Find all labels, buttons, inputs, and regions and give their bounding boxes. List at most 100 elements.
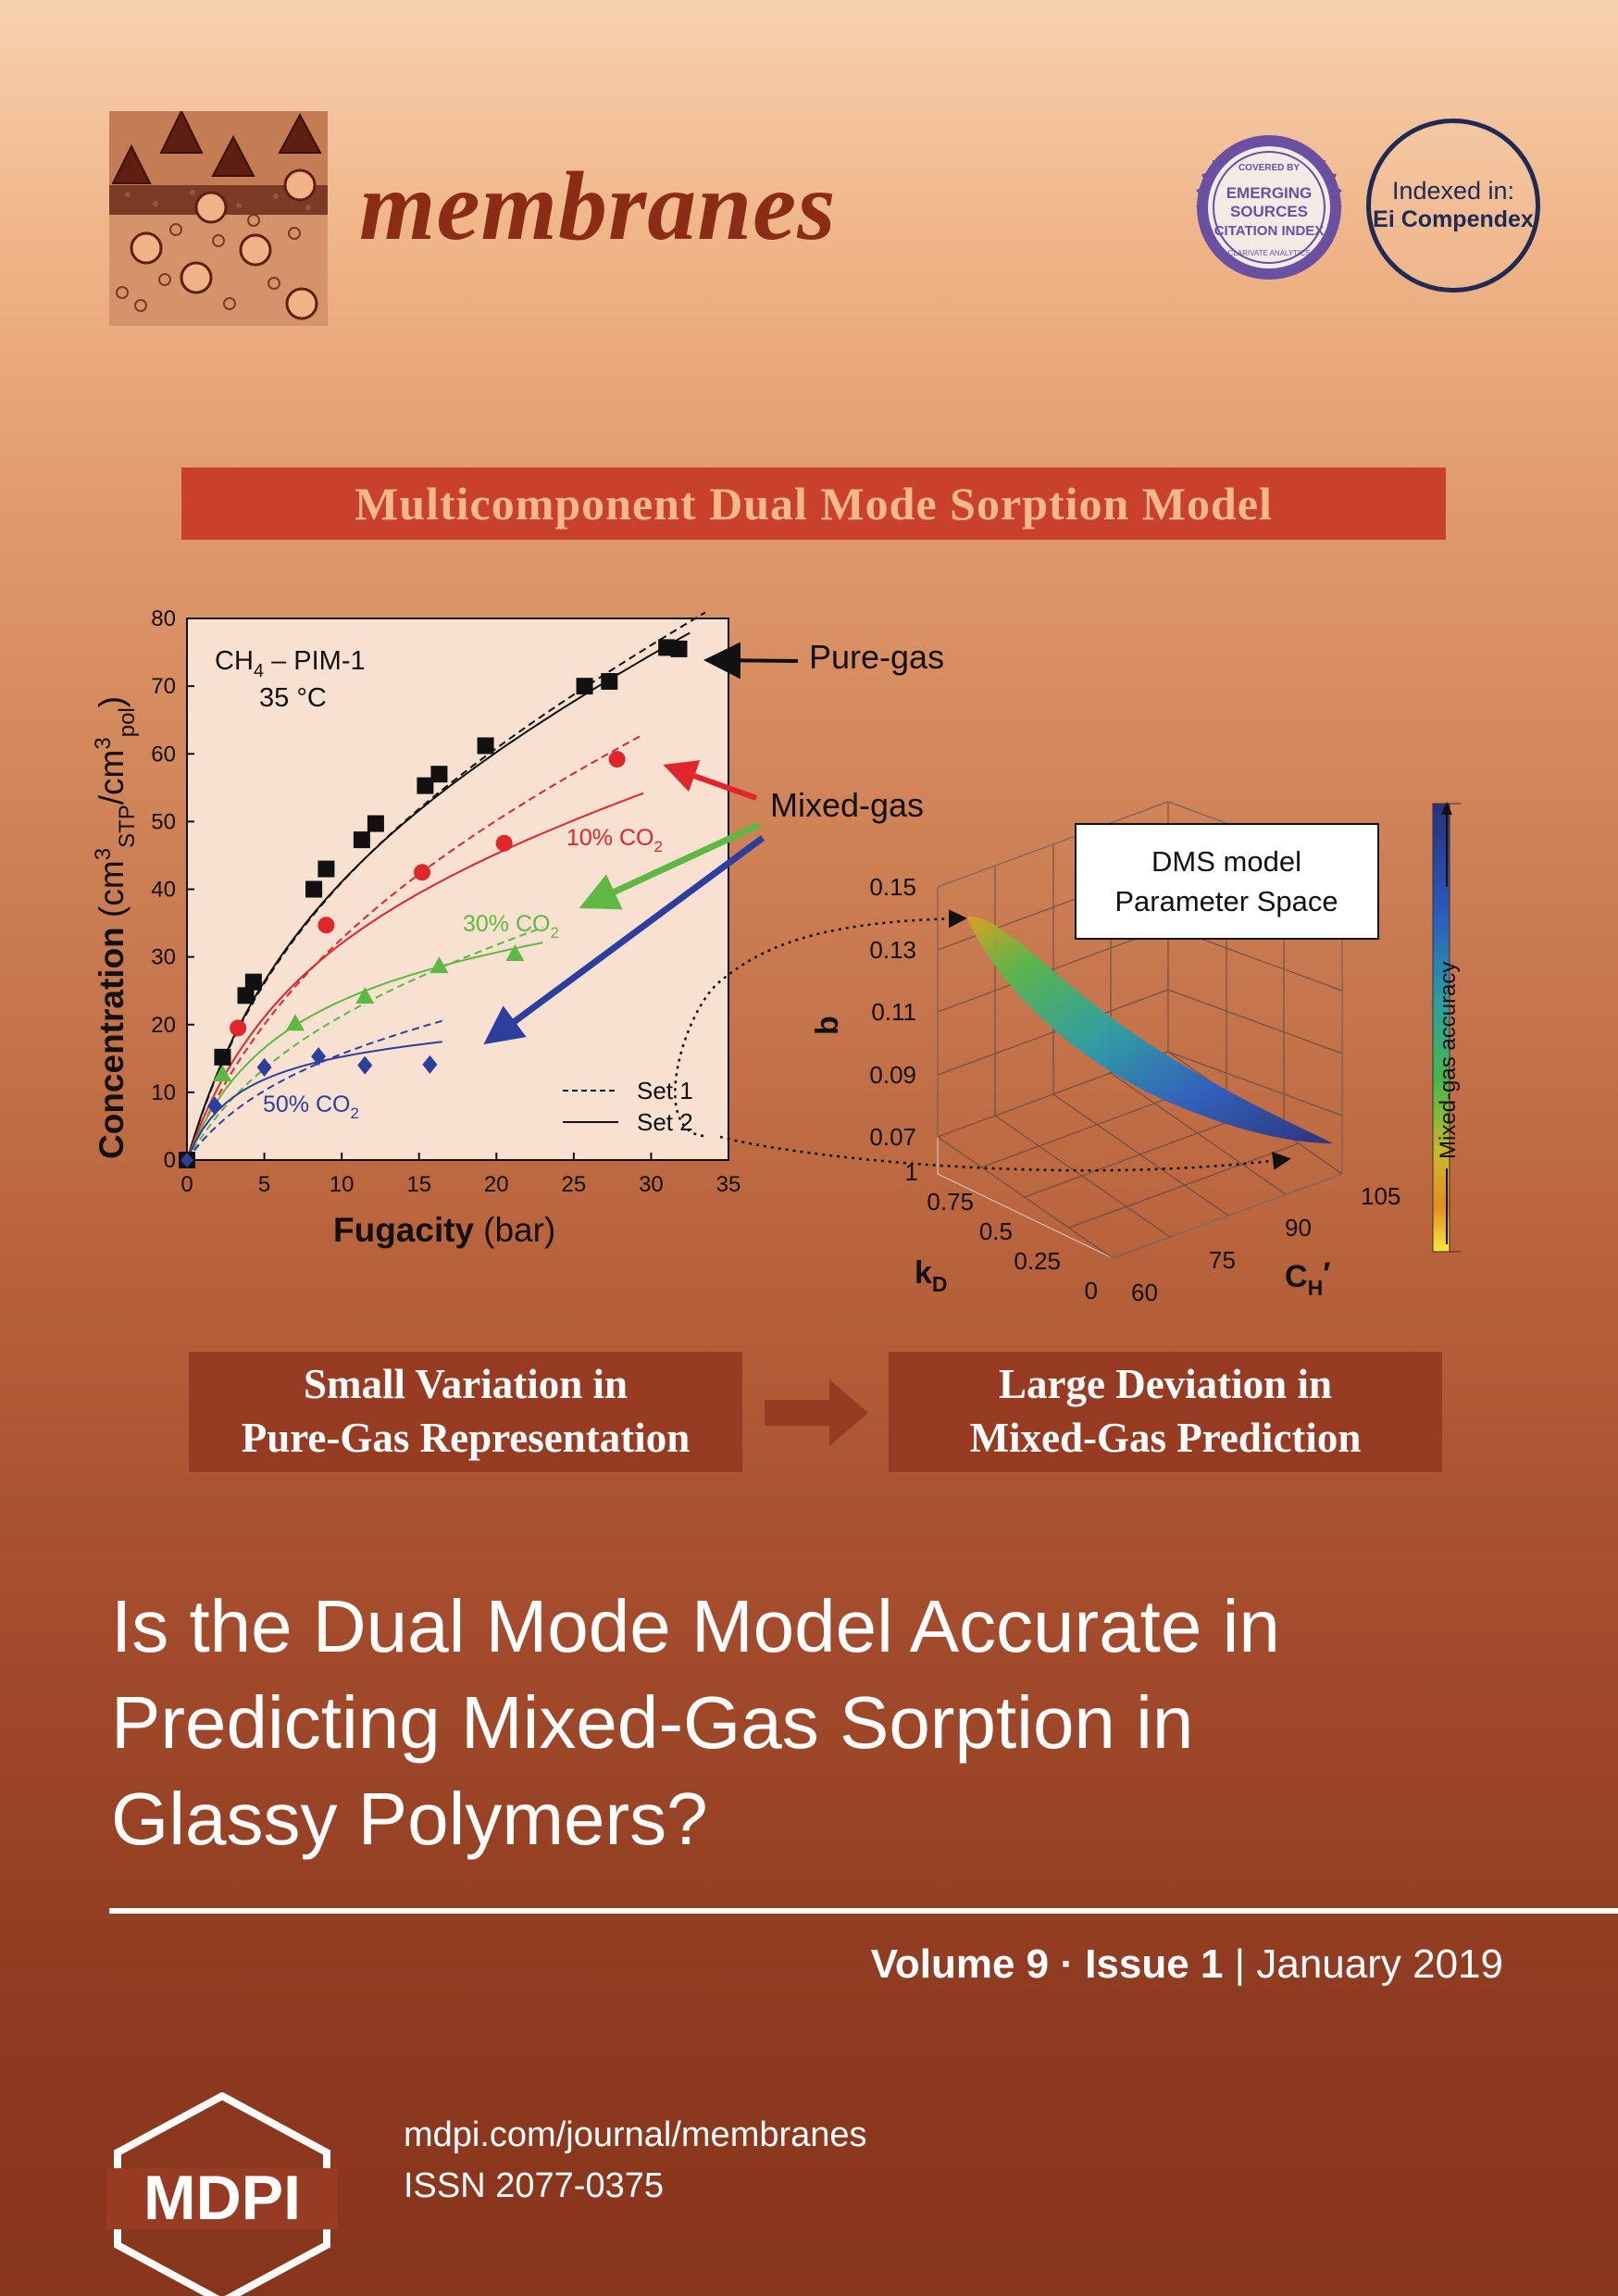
system-label: CH4 – PIM-1 — [215, 646, 366, 681]
journal-name: membranes — [359, 152, 837, 260]
colorbar — [1432, 803, 1450, 1253]
plot-area — [186, 618, 729, 1161]
cover-headline: Is the Dual Mode Model Accurate in Predi… — [111, 1578, 1555, 1867]
fit-curve — [186, 733, 644, 1161]
data-point — [608, 751, 626, 768]
dotted-arrow-upper — [674, 909, 967, 1138]
y-tick-label: 30 — [151, 945, 176, 970]
data-point — [305, 880, 323, 898]
data-point — [670, 640, 688, 657]
y-tick-label: 80 — [151, 606, 176, 631]
dms-line2: Parameter Space — [1114, 885, 1338, 917]
x-tick-label: 10 — [330, 1172, 355, 1197]
data-point — [214, 1048, 231, 1066]
data-point — [422, 1054, 438, 1074]
right-arrow-icon — [765, 1379, 868, 1446]
parameter-space-plot: 0.15 0.13 0.11 0.09 0.07 1 0.75 0.5 0.25… — [674, 801, 1400, 1306]
data-point — [286, 1014, 305, 1031]
headline-line1: Is the Dual Mode Model Accurate in — [111, 1585, 1280, 1667]
headline-line3: Glassy Polymers? — [111, 1778, 708, 1860]
origin-point — [180, 1153, 193, 1167]
pure-gas-box-line2: Pure-Gas Representation — [241, 1415, 691, 1461]
kd-tick-0.5: 0.5 — [979, 1217, 1013, 1245]
y-tick-label: 20 — [151, 1013, 176, 1038]
headline-line2: Predicting Mixed-Gas Sorption in — [111, 1681, 1194, 1764]
pure-gas-box-line1: Small Variation in — [303, 1361, 629, 1408]
data-point — [244, 973, 262, 991]
data-point — [414, 864, 431, 881]
label-30-co2: 30% CO2 — [463, 911, 559, 942]
z-tick-0.09: 0.09 — [869, 1061, 916, 1089]
fit-curve — [186, 1041, 442, 1161]
x-tick-label: 25 — [562, 1172, 587, 1197]
x-tick-label: 20 — [484, 1172, 509, 1197]
mixed-gas-label: Mixed-gas — [770, 786, 924, 824]
y-axis-label: Concentration (cm3STP/cm3pol) — [91, 696, 140, 1159]
issue-separator: | — [1223, 1941, 1257, 1987]
data-point — [317, 860, 335, 878]
fit-curve — [186, 611, 706, 1161]
data-markers — [179, 639, 688, 1168]
ei-line2: Ei Compendex — [1373, 206, 1534, 232]
y-tick-label: 10 — [151, 1080, 176, 1105]
x-tick-label: 5 — [258, 1172, 270, 1197]
x-tick-label: 35 — [716, 1172, 741, 1197]
z-tick-0.13: 0.13 — [869, 936, 916, 964]
mixed-gas-box: Large Deviation in Mixed-Gas Prediction — [889, 1352, 1442, 1472]
data-point — [230, 1019, 247, 1037]
y-tick-label: 70 — [151, 674, 176, 699]
issue-dot: · — [1049, 1941, 1086, 1987]
y-tick-label: 60 — [151, 742, 176, 767]
kd-tick-0.75: 0.75 — [927, 1188, 974, 1216]
temperature-label: 35 °C — [259, 683, 327, 713]
ch-tick-60: 60 — [1131, 1279, 1158, 1306]
data-point — [417, 777, 434, 794]
mdpi-logo: MDPI — [106, 2092, 338, 2296]
colorbar-arrowhead — [1441, 802, 1452, 815]
legend-set2: Set 2 — [637, 1108, 693, 1136]
pure-gas-label: Pure-gas — [809, 638, 944, 676]
y-tick-label: 50 — [151, 809, 176, 834]
label-50-co2: 50% CO2 — [263, 1092, 359, 1122]
data-point — [317, 917, 335, 934]
ei-line1: Indexed in: — [1391, 177, 1515, 206]
x-tick-label: 15 — [406, 1172, 431, 1197]
issue-date: January 2019 — [1256, 1941, 1503, 1987]
issue-number: Issue 1 — [1085, 1941, 1224, 1987]
fit-curves — [186, 611, 706, 1161]
data-point — [237, 987, 255, 1004]
dms-line1: DMS model — [1151, 845, 1301, 878]
pure-gas-box: Small Variation in Pure-Gas Representati… — [189, 1352, 742, 1472]
mixed-gas-arrow-30 — [579, 821, 761, 910]
data-point — [207, 1096, 223, 1116]
mdpi-logo-text: MDPI — [143, 2163, 301, 2233]
data-point — [353, 831, 370, 849]
data-point — [429, 956, 449, 974]
esci-line2: SOURCES — [1230, 203, 1308, 220]
divider — [109, 1908, 1618, 1914]
esci-line1: EMERGING — [1226, 184, 1313, 202]
data-point — [576, 678, 593, 695]
topic-banner: Multicomponent Dual Mode Sorption Model — [181, 468, 1446, 540]
data-point — [355, 987, 375, 1004]
mixed-gas-box-line1: Large Deviation in — [999, 1361, 1332, 1408]
ch-tick-90: 90 — [1285, 1214, 1312, 1242]
esci-line3: CITATION INDEX — [1214, 223, 1325, 239]
label-10-co2: 10% CO2 — [566, 825, 663, 855]
x-tick-label: 30 — [639, 1172, 664, 1197]
fit-curve — [186, 792, 644, 1161]
colorbar-label: Mixed-gas accuracy — [1436, 962, 1461, 1159]
data-point — [430, 766, 448, 783]
y-tick-label: 0 — [164, 1148, 176, 1173]
data-point — [357, 1055, 373, 1075]
mixed-gas-arrow-50 — [483, 835, 765, 1045]
issue-info: Volume 9 · Issue 1 | January 2019 — [871, 1941, 1503, 1988]
z-tick-0.15: 0.15 — [869, 873, 916, 901]
data-point — [311, 1047, 327, 1067]
data-point — [256, 1057, 272, 1077]
x-axis-label: Fugacity (bar) — [333, 1211, 555, 1249]
ch-axis-label: CH′ — [1285, 1256, 1330, 1300]
data-point — [367, 815, 384, 832]
